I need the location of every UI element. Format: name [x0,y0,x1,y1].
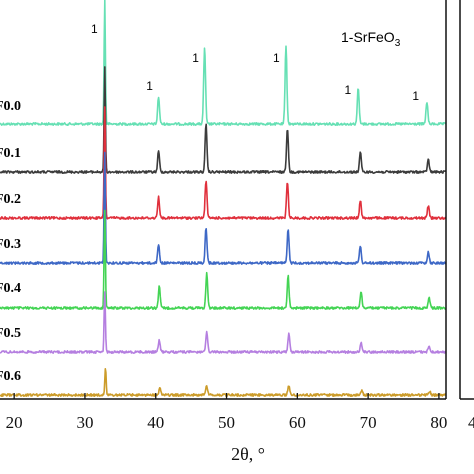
series-label-1: F0.0 [0,99,21,114]
x-tick-label-20: 20 [6,413,23,432]
legend-label: 1-SrFeO3 [341,29,401,49]
right-axis-partial-tick-label: 4 [468,413,474,432]
series-label-6: F0.5 [0,326,21,341]
series-group [0,0,447,397]
peak-marker-2: 1 [146,79,153,93]
series-line-5 [0,209,447,310]
series-line-2 [0,66,446,174]
x-ticks-group: 20 30 40 50 60 70 80 [6,393,447,432]
x-tick-label-70: 70 [360,413,377,432]
series-line-4 [0,151,447,265]
peak-markers-group: 1 1 1 1 1 1 [91,22,419,103]
x-tick-label-50: 50 [218,413,235,432]
x-tick-label-80: 80 [430,413,447,432]
series-labels-group: F0.0 F0.1 F0.2 F0.3 F0.4 F0.5 F0.6 [0,99,21,384]
x-tick-label-30: 30 [76,413,93,432]
x-axis-title: 2θ, ° [231,444,265,464]
series-line-1 [0,0,447,126]
peak-marker-5: 1 [344,83,351,97]
x-tick-label-60: 60 [289,413,306,432]
x-tick-label-40: 40 [147,413,164,432]
series-line-6 [0,291,447,354]
peak-marker-1: 1 [91,22,98,36]
series-label-5: F0.4 [0,281,21,296]
legend-label-subscript: 3 [395,38,401,49]
series-line-3 [0,106,447,220]
peak-marker-4: 1 [273,51,280,65]
series-label-2: F0.1 [0,146,21,161]
series-label-4: F0.3 [0,237,21,252]
series-line-7 [0,368,447,397]
series-label-7: F0.6 [0,369,21,384]
peak-marker-6: 1 [412,89,419,103]
peak-marker-3: 1 [192,51,199,65]
legend-label-prefix: 1-SrFeO [341,29,395,45]
series-label-3: F0.2 [0,192,21,207]
